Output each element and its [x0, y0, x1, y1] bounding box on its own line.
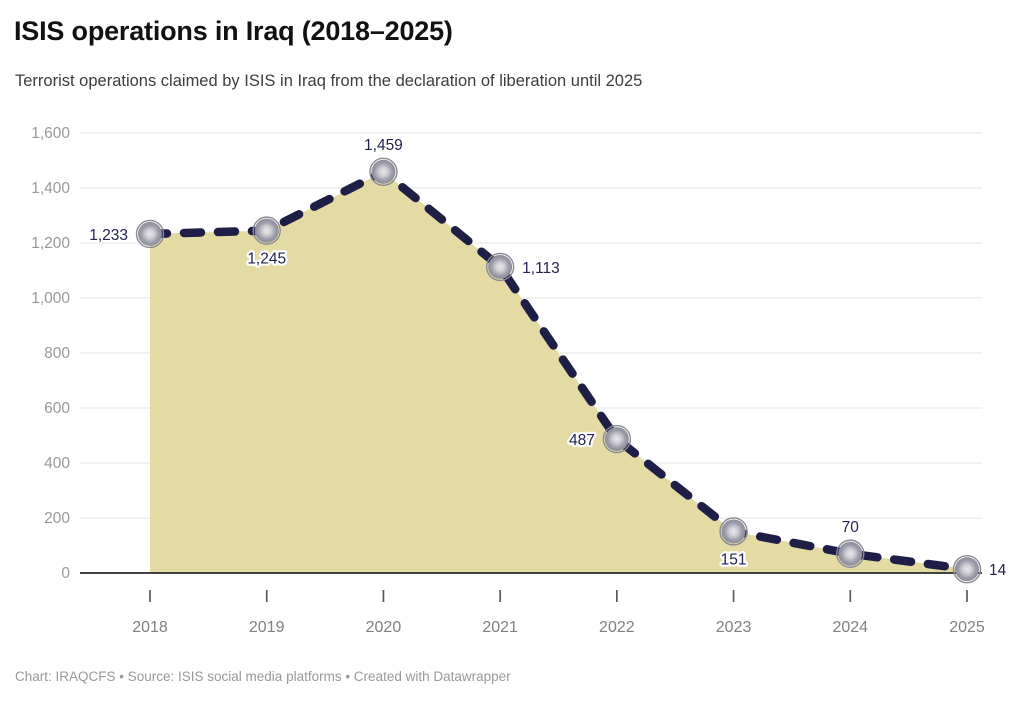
- y-axis-tick-label: 800: [44, 345, 70, 362]
- y-axis-tick-label: 0: [61, 565, 70, 582]
- data-point-marker[interactable]: [371, 159, 396, 184]
- data-point-marker[interactable]: [838, 541, 863, 566]
- x-axis-labels: 2018 2019 2020 2021 2022 2023 2024 2025: [132, 619, 985, 636]
- trend-line: [145, 166, 972, 574]
- page-title: ISIS operations in Iraq (2018–2025): [14, 16, 453, 46]
- data-point-marker[interactable]: [955, 557, 979, 582]
- x-axis-tick-label: 2018: [132, 619, 168, 636]
- data-point-label: 1,245: [247, 251, 286, 268]
- y-axis-tick-label: 400: [44, 455, 70, 472]
- data-point-label: 70: [842, 519, 860, 536]
- x-axis-tick-label: 2023: [716, 619, 752, 636]
- y-axis-tick-label: 1,400: [31, 180, 70, 197]
- data-point-marker[interactable]: [138, 221, 162, 246]
- x-axis-tick-label: 2020: [366, 619, 402, 636]
- data-point-label: 1,233: [89, 227, 128, 244]
- chart-footer-credit: Chart: IRAQCFS • Source: ISIS social med…: [15, 669, 511, 684]
- data-point-label: 1,113: [522, 260, 560, 277]
- y-axis-tick-label: 1,000: [31, 290, 70, 307]
- data-point-ring: [836, 539, 865, 568]
- y-axis-labels: 0 200 400 600 800 1,000 1,200 1,400 1,600: [31, 125, 70, 582]
- chart-subtitle: Terrorist operations claimed by ISIS in …: [15, 72, 643, 90]
- data-point-label: 70: [842, 519, 860, 536]
- data-point-label: 1,233: [89, 227, 128, 244]
- data-point-label: 151: [721, 551, 747, 568]
- data-point-label: 1,459: [364, 137, 403, 154]
- data-point-label: 14: [989, 562, 1007, 579]
- x-axis-tick-label: 2022: [599, 619, 635, 636]
- area-fill: [150, 171, 967, 573]
- data-point-ring: [369, 157, 398, 186]
- data-point-ring: [602, 424, 632, 454]
- y-axis-tick-label: 1,200: [31, 235, 70, 252]
- data-point-label: 1,245: [247, 251, 286, 268]
- y-axis-tick-label: 1,600: [31, 125, 70, 142]
- data-point-marker[interactable]: [254, 218, 279, 243]
- y-axis-tick-label: 200: [44, 510, 70, 527]
- data-point-markers: [135, 157, 982, 584]
- x-axis-tick-label: 2025: [949, 619, 985, 636]
- data-point-label: 151: [721, 551, 747, 568]
- x-axis-tick-label: 2024: [832, 619, 868, 636]
- data-point-ring: [135, 219, 165, 249]
- series-area: [150, 171, 967, 573]
- data-point-marker[interactable]: [488, 254, 513, 279]
- x-axis-tick-label: 2021: [482, 619, 518, 636]
- data-point-marker[interactable]: [604, 427, 629, 452]
- data-point-labels: 1,2331,2331,2451,2451,4591,4591,1131,113…: [87, 135, 1009, 582]
- data-point-ring: [719, 517, 748, 546]
- x-axis-ticks: [149, 590, 968, 602]
- data-point-label: 14: [989, 562, 1007, 579]
- x-axis-tick-label: 2019: [249, 619, 285, 636]
- data-point-label: 1,113: [522, 260, 560, 277]
- series-line: [145, 166, 972, 574]
- data-point-label: 487: [569, 432, 595, 449]
- data-point-ring: [485, 252, 515, 282]
- data-point-ring: [952, 554, 982, 584]
- data-point-ring: [252, 216, 281, 245]
- data-point-label: 1,459: [364, 137, 403, 154]
- y-axis-tick-label: 600: [44, 400, 70, 417]
- data-point-marker[interactable]: [721, 519, 746, 544]
- data-point-label: 487: [569, 432, 595, 449]
